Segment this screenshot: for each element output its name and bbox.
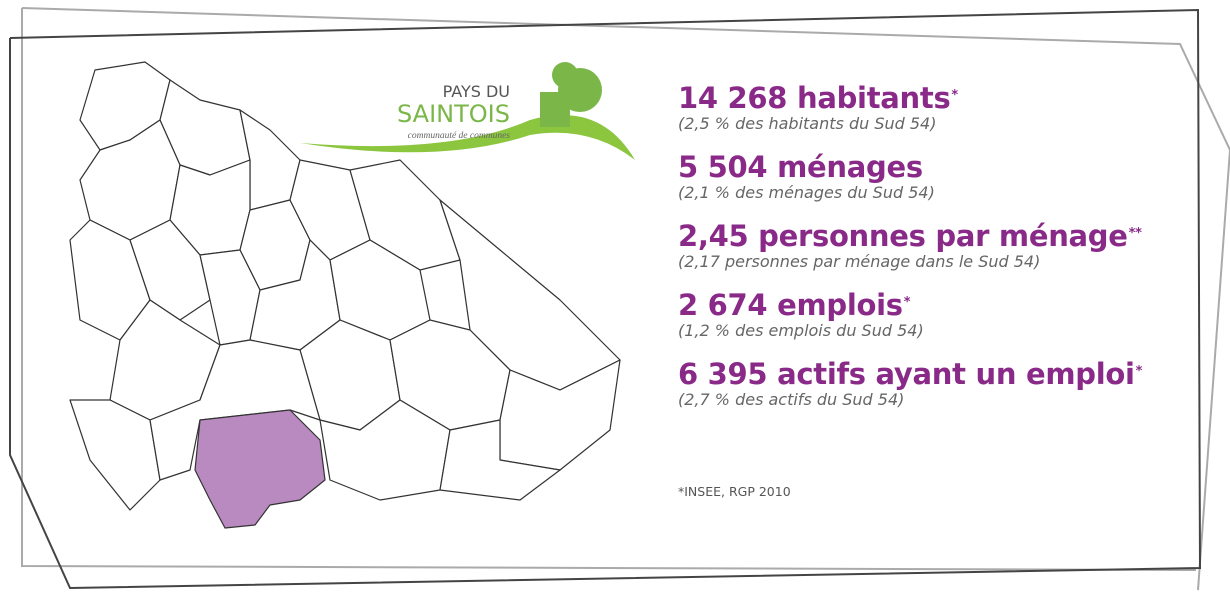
logo-tree bbox=[552, 62, 578, 88]
map bbox=[69, 61, 621, 529]
stat-value: 5 504 ménages bbox=[678, 150, 923, 184]
stat-headline: 6 395 actifs ayant un emploi* bbox=[678, 358, 1218, 390]
stat-mark: * bbox=[1135, 364, 1143, 379]
logo-line1: PAYS DU bbox=[443, 82, 510, 101]
stat-note: (2,1 % des ménages du Sud 54) bbox=[678, 183, 935, 202]
stat-mark: ** bbox=[1128, 226, 1142, 241]
stats-list: 14 268 habitants* (2,5 % des habitants du… bbox=[678, 82, 1218, 427]
stat-item: 6 395 actifs ayant un emploi* (2,7 % des … bbox=[678, 358, 1218, 410]
stat-value: 14 268 habitants bbox=[678, 81, 951, 115]
stat-note: (1,2 % des emplois du Sud 54) bbox=[678, 321, 924, 340]
stat-item: 2 674 emplois* (1,2 % des emplois du Sud … bbox=[678, 289, 1218, 341]
logo-line2: SAINTOIS bbox=[397, 100, 510, 128]
footnote: *INSEE, RGP 2010 bbox=[678, 484, 791, 499]
stat-value: 2,45 personnes par ménage bbox=[678, 219, 1128, 253]
stat-note: (2,5 % des habitants du Sud 54) bbox=[678, 114, 937, 133]
stat-note: (2,17 personnes par ménage dans le Sud 5… bbox=[678, 252, 1041, 271]
frame-light bbox=[21, 7, 1230, 591]
stat-item: 2,45 personnes par ménage** (2,17 personn… bbox=[678, 220, 1218, 272]
stat-headline: 2,45 personnes par ménage** bbox=[678, 220, 1218, 252]
stat-mark: * bbox=[903, 295, 911, 310]
stat-value: 2 674 emplois bbox=[678, 288, 903, 322]
frame-light bbox=[21, 8, 1197, 571]
stat-mark: * bbox=[951, 88, 958, 103]
frame-dark bbox=[9, 8, 1202, 590]
stat-item: 5 504 ménages (2,1 % des ménages du Sud 5… bbox=[678, 151, 1218, 203]
saintois-region bbox=[194, 409, 326, 529]
logo: PAYS DU SAINTOIS communauté de communes bbox=[300, 62, 635, 160]
stat-item: 14 268 habitants* (2,5 % des habitants du… bbox=[678, 82, 1218, 134]
stat-headline: 14 268 habitants* bbox=[678, 82, 1218, 114]
logo-house bbox=[540, 92, 570, 127]
stat-value: 6 395 actifs ayant un emploi bbox=[678, 357, 1135, 391]
logo-tagline: communauté de communes bbox=[408, 131, 511, 141]
stat-headline: 2 674 emplois* bbox=[678, 289, 1218, 321]
stat-note: (2,7 % des actifs du Sud 54) bbox=[678, 390, 905, 409]
stat-headline: 5 504 ménages bbox=[678, 151, 1218, 183]
